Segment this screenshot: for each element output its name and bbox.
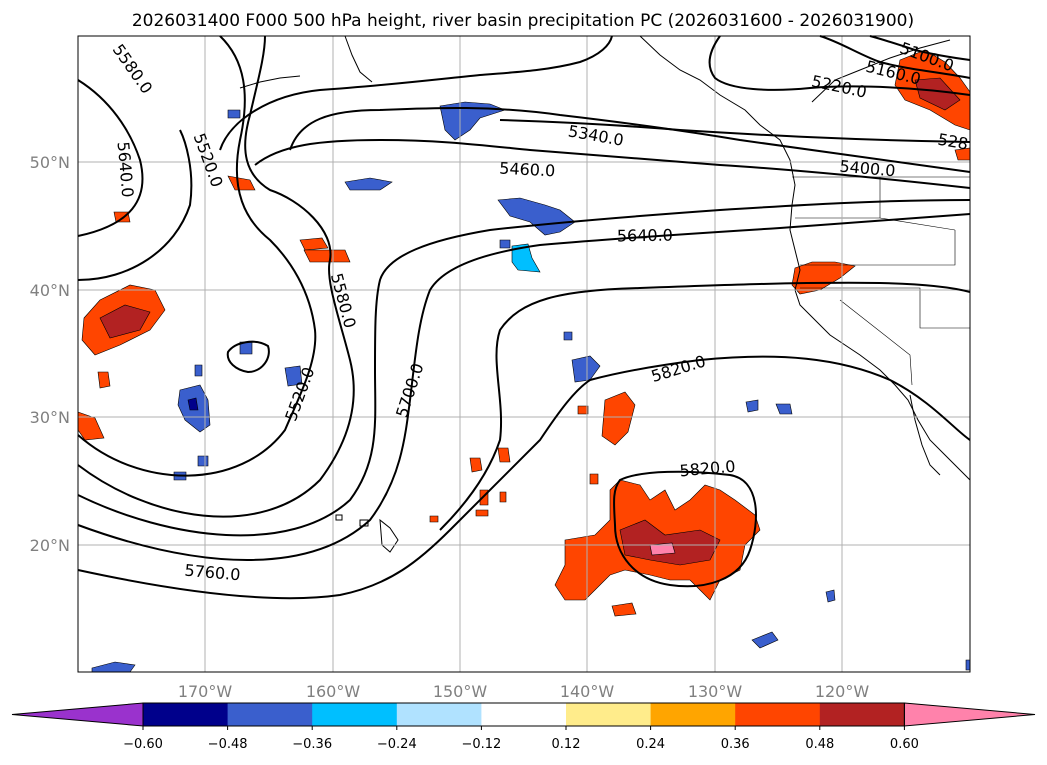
gridlines bbox=[78, 36, 970, 672]
colorbar-segment bbox=[481, 703, 567, 726]
height-contours bbox=[77, 35, 971, 600]
contour-label: 5640.0 bbox=[114, 141, 138, 198]
colorbar-tick-label: −0.48 bbox=[208, 737, 248, 752]
contour-label: 5820.0 bbox=[679, 457, 736, 481]
colorbar-tick-label: 0.24 bbox=[636, 737, 665, 752]
colorbar-segment bbox=[312, 703, 398, 726]
contour-label: 5760.0 bbox=[184, 561, 241, 585]
lon-label: 120°W bbox=[815, 682, 870, 701]
colorbar-tick-label: −0.36 bbox=[292, 737, 332, 752]
map-title: 2026031400 F000 500 hPa height, river ba… bbox=[132, 11, 914, 31]
colorbar-tick-label: 0.12 bbox=[552, 737, 581, 752]
map-frame bbox=[77, 35, 971, 673]
colorbar-segment bbox=[735, 703, 821, 726]
colorbar-extend-left bbox=[11, 702, 144, 727]
colorbar-tick-label: 0.36 bbox=[721, 737, 750, 752]
lat-label: 50°N bbox=[30, 153, 70, 172]
colorbar-tick-label: −0.12 bbox=[461, 737, 501, 752]
precip-negative-areas bbox=[91, 101, 971, 673]
colorbar-border bbox=[142, 702, 905, 727]
precip-positive-areas bbox=[77, 49, 971, 617]
lon-label: 130°W bbox=[688, 682, 743, 701]
colorbar-tick-label: −0.24 bbox=[377, 737, 417, 752]
colorbar-segment bbox=[396, 703, 482, 726]
lon-label: 170°W bbox=[178, 682, 233, 701]
lon-label: 140°W bbox=[560, 682, 615, 701]
contour-label: 5400.0 bbox=[839, 157, 896, 181]
lat-label: 30°N bbox=[30, 408, 70, 427]
colorbar-extend-right bbox=[903, 702, 1036, 727]
latitude-labels: 50°N 40°N 30°N 20°N bbox=[30, 153, 70, 555]
lat-label: 20°N bbox=[30, 536, 70, 555]
lon-label: 150°W bbox=[433, 682, 488, 701]
lon-label: 160°W bbox=[306, 682, 361, 701]
colorbar-tick-label: 0.60 bbox=[890, 737, 919, 752]
colorbar-segment bbox=[227, 703, 313, 726]
colorbar: −0.60 −0.48 −0.36 −0.24 −0.12 0.12 0.24 0.36 0.4… bbox=[11, 702, 1036, 752]
colorbar-segment bbox=[819, 703, 905, 726]
map-background bbox=[78, 36, 970, 672]
colorbar-tick-label: −0.60 bbox=[123, 737, 163, 752]
contour-label: 5640.0 bbox=[617, 226, 673, 246]
colorbar-segment bbox=[650, 703, 736, 726]
colorbar-segment bbox=[143, 703, 229, 726]
coastlines bbox=[239, 35, 971, 553]
contour-label: 5460.0 bbox=[499, 159, 556, 181]
colorbar-tick-label: 0.48 bbox=[805, 737, 834, 752]
colorbar-segment bbox=[566, 703, 652, 726]
longitude-labels: 170°W 160°W 150°W 140°W 130°W 120°W bbox=[178, 682, 870, 701]
lat-label: 40°N bbox=[30, 281, 70, 300]
